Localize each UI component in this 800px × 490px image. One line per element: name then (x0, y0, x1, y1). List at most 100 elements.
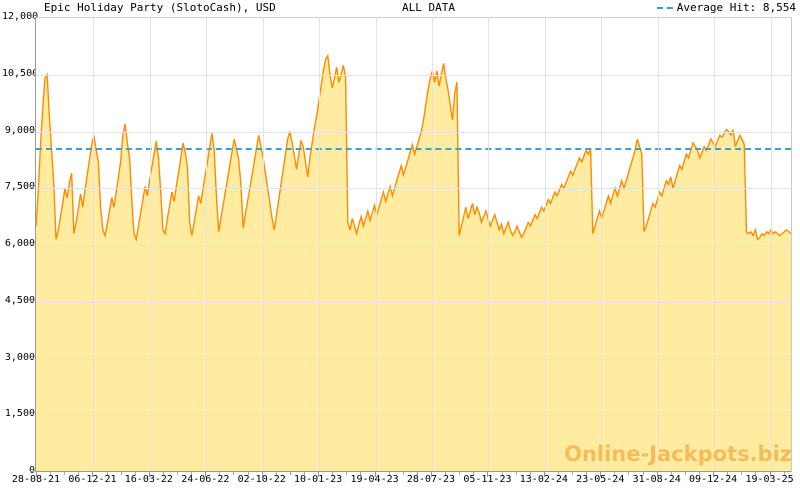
y-axis-tick-mark (30, 300, 34, 302)
y-axis-tick-mark (30, 357, 34, 359)
x-axis-tick-mark-minor (247, 472, 249, 475)
chart-subtitle: ALL DATA (402, 1, 455, 14)
x-axis-tick-mark (148, 472, 150, 477)
x-axis-tick-label: 09-12-24 (689, 474, 738, 485)
x-axis-tick-mark-minor (219, 472, 221, 475)
x-axis-tick-mark (261, 472, 263, 477)
x-axis-tick-mark (543, 472, 545, 477)
y-axis-tick-mark (30, 187, 34, 189)
gridline-horizontal (36, 188, 791, 189)
y-axis-tick-label: 3,000 (4, 351, 35, 363)
x-axis-tick-mark-minor (445, 472, 447, 475)
x-axis-tick-mark (318, 472, 320, 477)
y-axis-tick-mark (30, 73, 34, 75)
gridline-vertical (206, 18, 207, 472)
x-axis-tick-mark (713, 472, 715, 477)
x-axis-tick-mark-minor (416, 472, 418, 475)
x-axis-tick-label: 06-12-21 (68, 474, 117, 485)
x-axis-tick-mark (205, 472, 207, 477)
gridline-vertical (93, 18, 94, 472)
x-axis-line (35, 471, 791, 472)
y-axis-tick-label: 0 (2, 466, 35, 476)
chart-title: Epic Holiday Party (SlotoCash), USD (44, 1, 276, 14)
x-axis-tick-label: 19-04-23 (350, 474, 399, 485)
x-axis-tick-mark-minor (162, 472, 164, 475)
legend-average-hit-label: Average Hit: 8,554 (676, 1, 796, 14)
x-axis-tick-label: 02-10-22 (237, 474, 286, 485)
y-axis-tick-mark (30, 17, 34, 18)
gridline-horizontal (36, 415, 791, 416)
gridline-horizontal (36, 132, 791, 133)
x-axis-tick-mark-minor (289, 472, 291, 475)
x-axis-tick-mark (374, 472, 376, 477)
y-axis-tick-mark (30, 471, 34, 472)
x-axis-tick-mark-minor (699, 472, 701, 475)
x-axis-tick-mark-minor (572, 472, 574, 475)
x-axis-tick-mark-minor (586, 472, 588, 475)
gridline-vertical (319, 18, 320, 472)
x-axis-tick-mark-minor (50, 472, 52, 475)
gridline-vertical (714, 18, 715, 472)
gridline-vertical (488, 18, 489, 472)
gridline-vertical (263, 18, 264, 472)
x-axis-tick-mark-minor (557, 472, 559, 475)
x-axis-tick-mark-minor (402, 472, 404, 475)
x-axis-tick-mark-minor (501, 472, 503, 475)
x-axis-tick-mark-minor (642, 472, 644, 475)
plot-area (35, 17, 792, 472)
x-axis-tick-mark-minor (191, 472, 193, 475)
site-watermark: Online-Jackpots.biz (564, 442, 792, 466)
x-axis-tick-mark-minor (727, 472, 729, 475)
x-axis-tick-label: 16-03-22 (124, 474, 173, 485)
gridline-vertical (432, 18, 433, 472)
x-axis-tick-mark-minor (346, 472, 348, 475)
y-axis-tick-mark (30, 414, 34, 416)
x-axis-tick-mark-minor (233, 472, 235, 475)
gridline-vertical (771, 18, 772, 472)
x-axis-tick-label: 05-11-23 (463, 474, 512, 485)
x-axis-tick-mark-minor (783, 472, 785, 475)
y-axis-tick-mark (30, 244, 34, 245)
x-axis-tick-mark-minor (459, 472, 461, 475)
y-axis-tick-label: 12,000 (2, 11, 39, 22)
x-axis-tick-label: 28-07-23 (406, 474, 456, 485)
x-axis-tick-mark-minor (275, 472, 277, 475)
y-axis-tick-mark (30, 130, 34, 132)
gridline-horizontal (36, 302, 791, 303)
dashed-line-marker-icon (656, 7, 673, 9)
x-axis-tick-label: 28-08-21 (11, 474, 61, 485)
x-axis-tick-mark (600, 472, 602, 477)
x-axis-tick-label: 24-06-22 (181, 474, 230, 485)
x-axis-tick-mark-minor (106, 472, 108, 475)
x-axis-tick-mark (36, 472, 37, 477)
x-axis-tick-mark-minor (360, 472, 362, 475)
x-axis-tick-mark-minor (529, 472, 531, 475)
x-axis-tick-mark-minor (515, 472, 517, 475)
x-axis-tick-label: 10-01-23 (294, 474, 343, 485)
x-axis-tick-mark-minor (134, 472, 136, 475)
y-axis-tick-label: 1,500 (4, 408, 35, 420)
gridline-horizontal (36, 245, 791, 246)
gridline-vertical (376, 18, 377, 472)
x-axis-tick-mark-minor (670, 472, 672, 475)
gridline-vertical (601, 18, 602, 472)
y-axis-tick-label: 9,000 (4, 124, 35, 136)
y-axis-tick-label: 4,500 (4, 294, 35, 306)
x-axis-tick-mark-minor (78, 472, 80, 475)
gridline-vertical (658, 18, 659, 472)
chart-header: Epic Holiday Party (SlotoCash), USD ALL … (0, 0, 800, 16)
x-axis-tick-mark (430, 472, 432, 477)
x-axis-tick-mark-minor (741, 472, 743, 475)
x-axis-tick-mark-minor (177, 472, 179, 475)
x-axis-tick-mark (92, 472, 94, 477)
gridline-vertical (545, 18, 546, 472)
y-axis-tick-label: 10,500 (2, 67, 39, 79)
x-axis-tick-mark (656, 472, 658, 477)
jackpot-area-fill (36, 55, 791, 472)
x-axis-tick-label: 19-03-25 (745, 474, 794, 485)
x-axis-tick-mark-minor (684, 472, 686, 475)
average-hit-line (36, 148, 791, 151)
gridline-horizontal (36, 75, 791, 76)
x-axis-tick-mark-minor (755, 472, 757, 475)
